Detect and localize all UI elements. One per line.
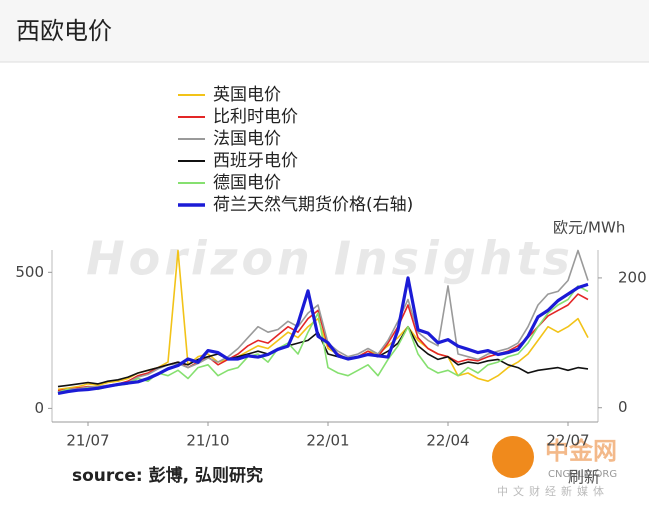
legend-label: 西班牙电价 — [213, 151, 298, 171]
source: source: 彭博, 弘则研究 — [72, 465, 263, 486]
legend-label: 英国电价 — [213, 85, 281, 105]
y2-tick-label: 0 — [618, 398, 628, 416]
refresh-button[interactable]: 刷新 — [568, 468, 600, 487]
x-tick-label: 22/01 — [306, 432, 349, 450]
x-tick-label: 21/07 — [66, 432, 109, 450]
x-tick-label: 21/10 — [186, 432, 229, 450]
page-title: 西欧电价 — [16, 17, 112, 45]
header-bar — [0, 0, 649, 62]
legend-label: 德国电价 — [213, 173, 281, 193]
watermark: Horizon Insights — [86, 232, 574, 286]
x-tick-label: 22/04 — [426, 432, 469, 450]
logo-icon — [492, 436, 534, 478]
x-tick-label: 22/07 — [546, 432, 589, 450]
series-line — [57, 249, 589, 393]
logo-domain: CNGOLD.ORG — [548, 469, 617, 480]
legend-label: 荷兰天然气期货价格(右轴) — [213, 195, 413, 215]
legend-label: 比利时电价 — [213, 107, 298, 127]
series-line — [57, 276, 589, 395]
y-tick-label: 500 — [15, 263, 44, 281]
legend-label: 法国电价 — [213, 129, 281, 149]
y-tick-label: 0 — [34, 399, 44, 417]
logo-tagline: 中文财经新媒体 — [497, 484, 609, 498]
y2-tick-label: 200 — [618, 268, 647, 286]
logo-name: 中金网 — [545, 437, 617, 465]
unit-label: 欧元/MWh — [553, 219, 625, 237]
